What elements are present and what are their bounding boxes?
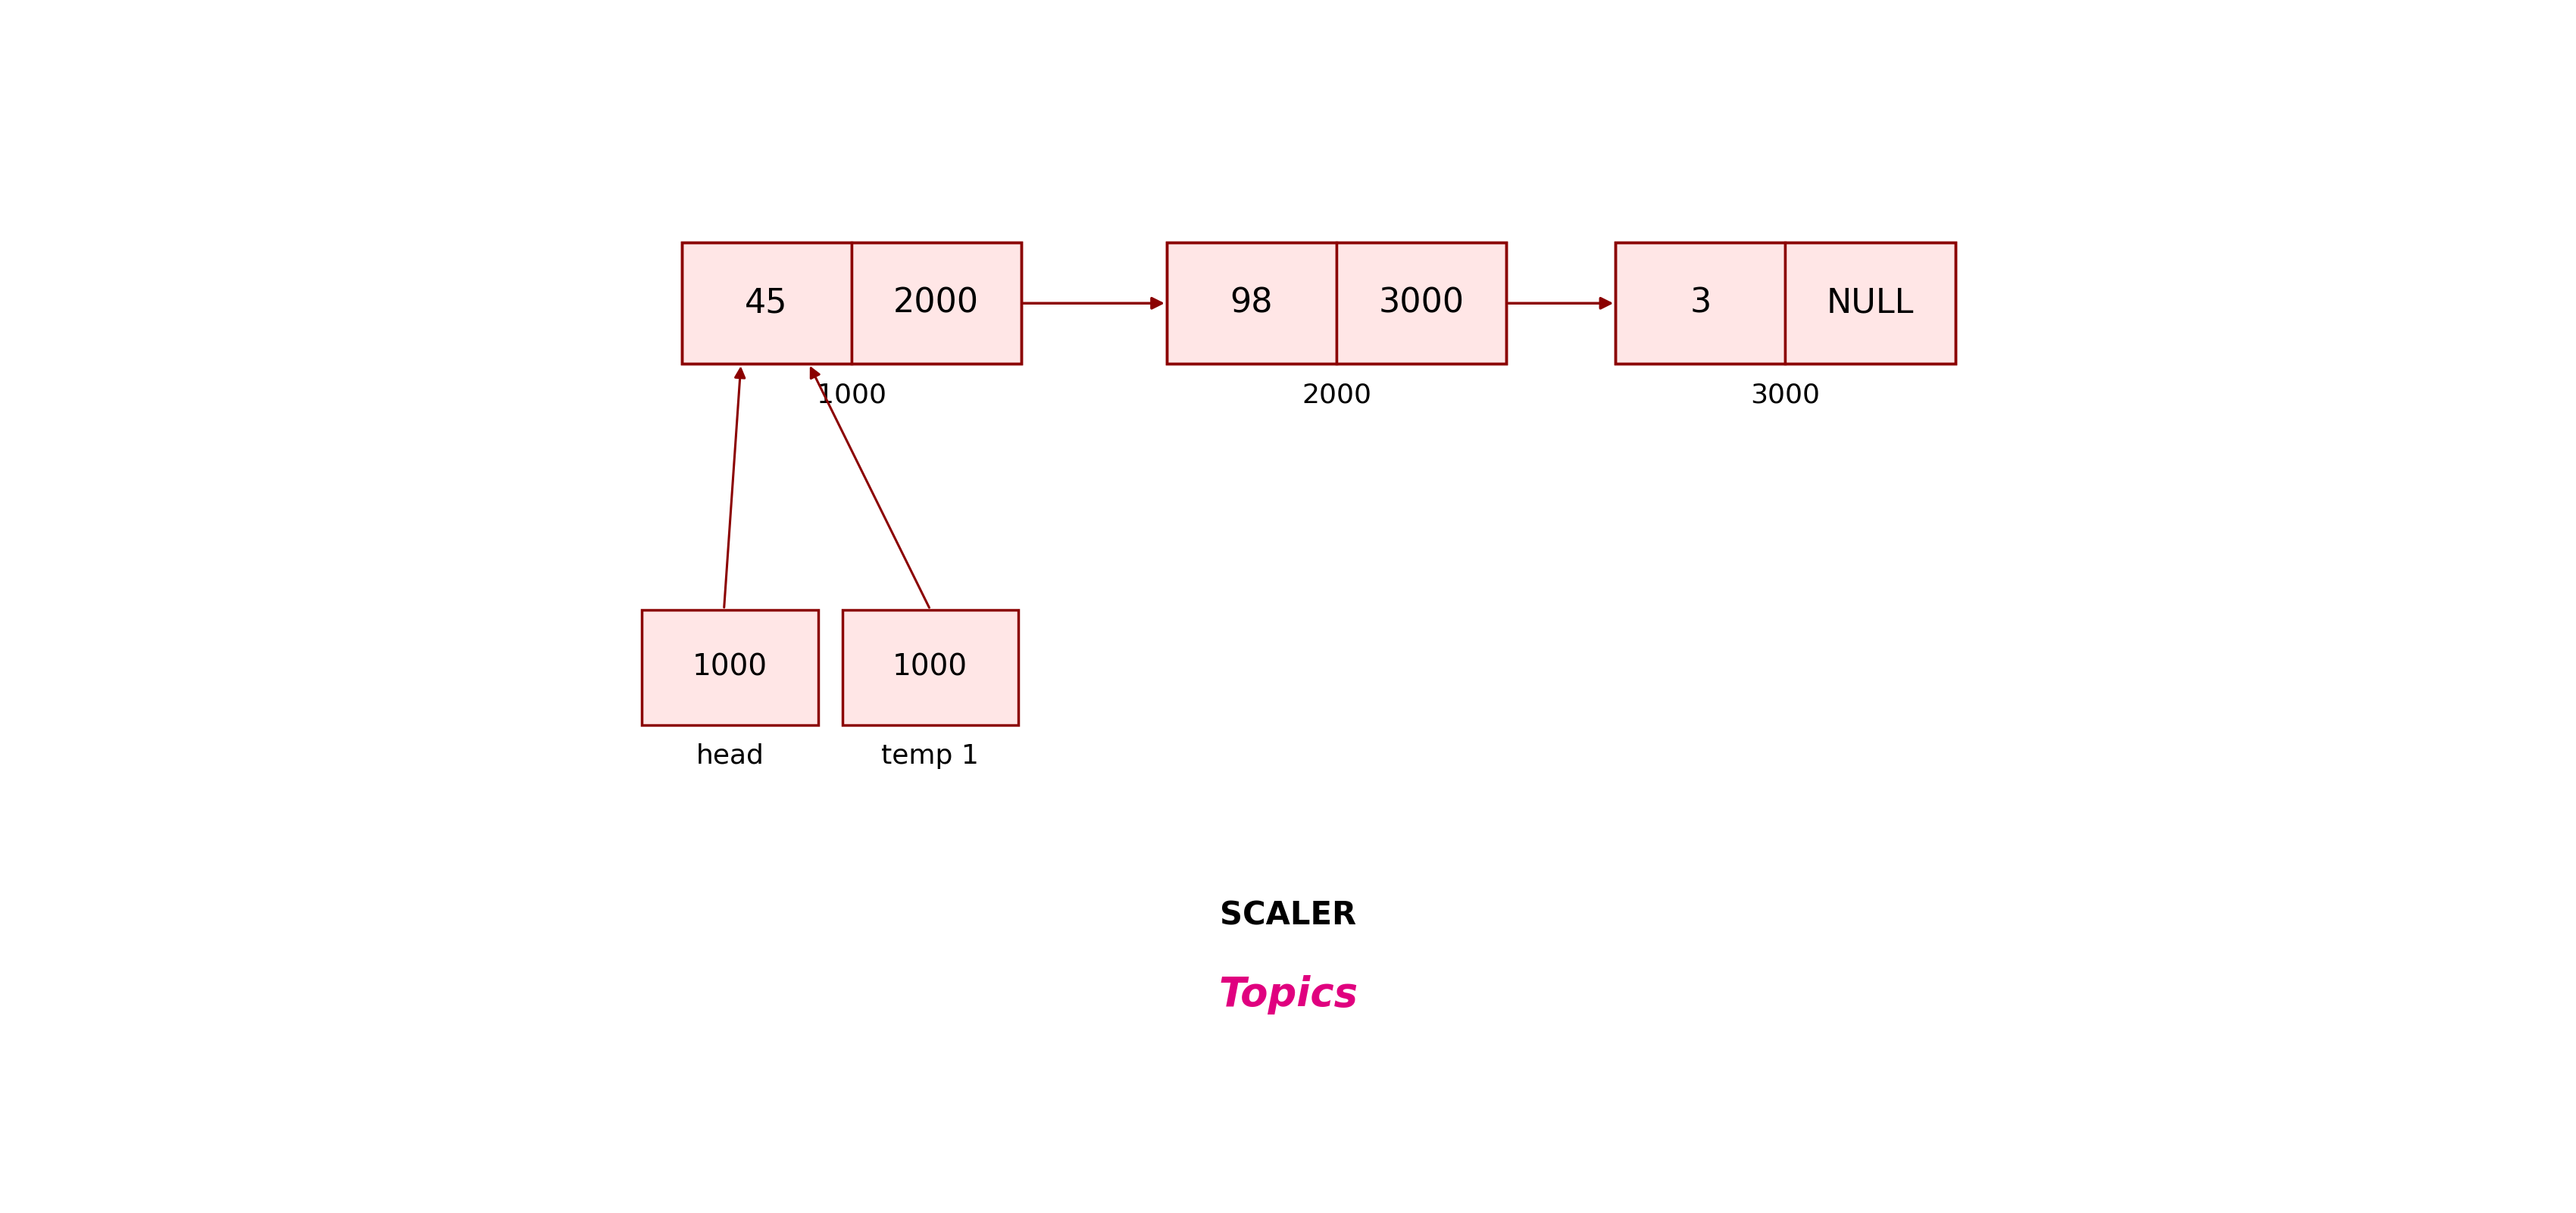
Text: 98: 98 xyxy=(1231,287,1273,319)
Bar xyxy=(1785,243,1955,364)
Bar xyxy=(1167,243,1507,364)
Text: 1000: 1000 xyxy=(894,653,969,682)
Text: head: head xyxy=(696,742,765,769)
Bar xyxy=(850,243,1020,364)
Text: 3: 3 xyxy=(1690,287,1710,319)
Bar xyxy=(683,243,1020,364)
Bar xyxy=(1615,243,1955,364)
Bar xyxy=(842,609,1018,724)
Text: temp 1: temp 1 xyxy=(881,742,979,769)
Text: NULL: NULL xyxy=(1826,287,1914,319)
Text: 3000: 3000 xyxy=(1752,382,1821,408)
Bar xyxy=(1615,243,1785,364)
Text: 3000: 3000 xyxy=(1378,287,1463,319)
Bar xyxy=(641,609,819,724)
Text: Topics: Topics xyxy=(1218,975,1358,1014)
Bar xyxy=(1337,243,1507,364)
Text: 45: 45 xyxy=(744,287,788,319)
Text: 1000: 1000 xyxy=(817,382,886,408)
Bar xyxy=(1167,243,1337,364)
Text: 1000: 1000 xyxy=(693,653,768,682)
Text: 2000: 2000 xyxy=(1301,382,1370,408)
Text: SCALER: SCALER xyxy=(1221,900,1355,932)
Bar xyxy=(683,243,850,364)
Text: 2000: 2000 xyxy=(894,287,979,319)
